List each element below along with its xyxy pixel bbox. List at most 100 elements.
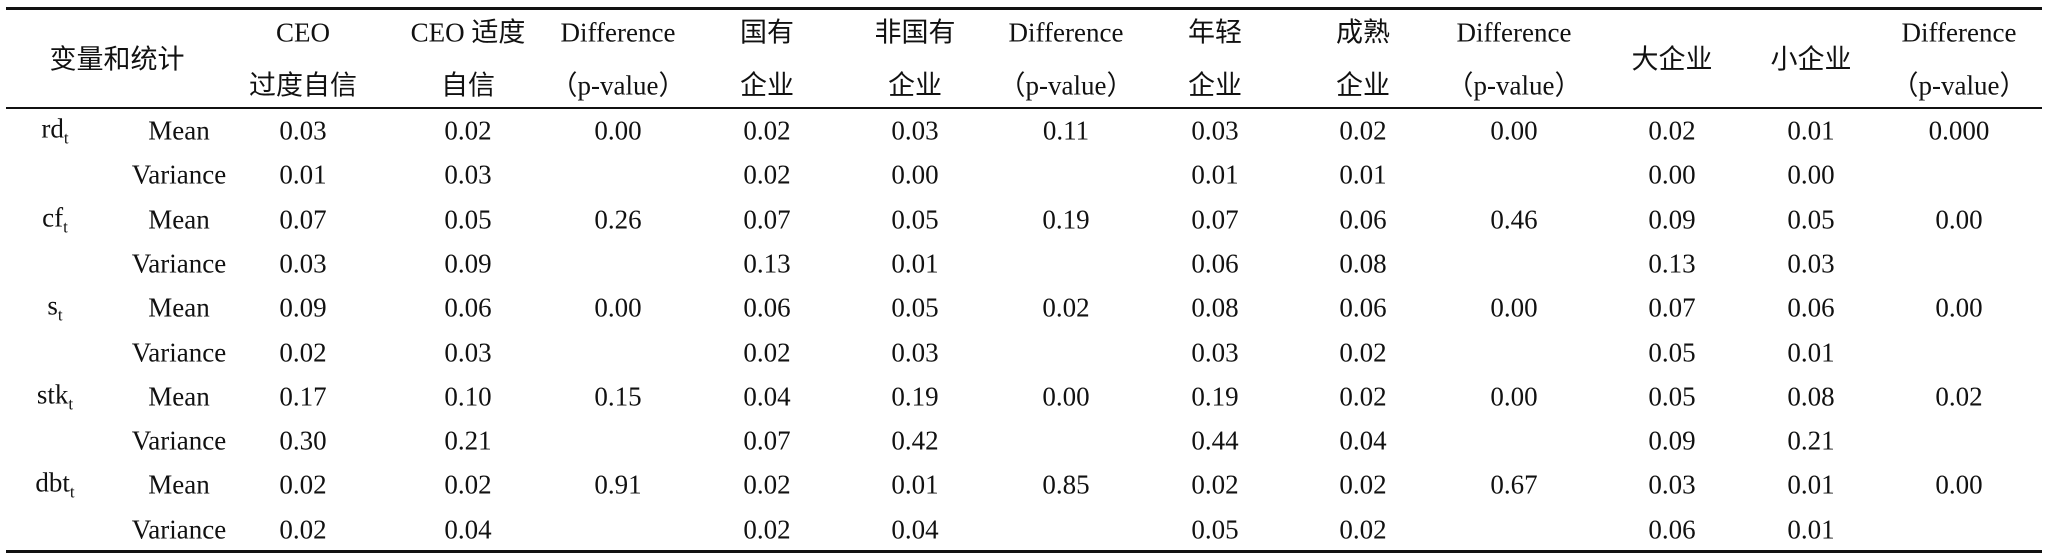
table-cell: 0.00 <box>1935 204 1983 235</box>
column-header: 过度自信 <box>249 70 357 101</box>
table-cell: 0.03 <box>1191 115 1239 146</box>
table-cell: 0.06 <box>1191 248 1239 279</box>
table-cell: 0.00 <box>1935 292 1983 323</box>
table-cell: 0.04 <box>743 381 791 412</box>
table-cell: 0.07 <box>1191 204 1239 235</box>
table-cell: 0.06 <box>444 292 492 323</box>
table-cell: 0.15 <box>594 381 642 412</box>
table-cell: 0.01 <box>1787 469 1835 500</box>
table-cell: 0.000 <box>1928 115 1990 146</box>
table-cell: 0.00 <box>1935 469 1983 500</box>
table-cell: 0.02 <box>1191 469 1239 500</box>
column-header: 小企业 <box>1770 44 1852 75</box>
table-cell: 0.02 <box>444 115 492 146</box>
table-cell: 0.19 <box>891 381 939 412</box>
table-cell: 0.02 <box>1339 337 1387 367</box>
table-cell: 0.07 <box>743 204 791 235</box>
table-cell: 0.05 <box>1648 381 1696 412</box>
variable-label: stkt <box>36 379 73 413</box>
variable-label: cft <box>42 202 68 237</box>
column-header: （p-value） <box>1891 70 2027 101</box>
table-cell: 0.26 <box>594 204 642 235</box>
column-header: 企业 <box>888 70 942 101</box>
table-cell: 0.05 <box>1191 514 1239 545</box>
table-cell: 0.02 <box>743 159 791 190</box>
table-cell: 0.07 <box>1648 292 1696 323</box>
variable-name: rd <box>41 113 64 144</box>
table-cell: 0.00 <box>594 292 642 323</box>
table-cell: 0.01 <box>891 469 939 500</box>
table-cell: 0.01 <box>1787 514 1835 545</box>
table-cell: 0.85 <box>1042 469 1090 500</box>
column-header: （p-value） <box>550 70 686 101</box>
table-cell: 0.06 <box>1339 204 1387 235</box>
table-cell: 0.01 <box>1787 337 1835 367</box>
table-cell: 0.00 <box>1042 381 1090 412</box>
table-cell: 0.02 <box>743 337 791 367</box>
variable-name: stk <box>36 379 69 410</box>
variable-subscript: t <box>63 217 68 237</box>
table-cell: 0.06 <box>743 292 791 323</box>
table-cell: 0.44 <box>1191 425 1239 456</box>
table-cell: 0.02 <box>279 337 327 367</box>
table-cell: 0.08 <box>1191 292 1239 323</box>
table-cell: 0.02 <box>743 469 791 500</box>
table-cell: 0.02 <box>444 469 492 500</box>
table-cell: 0.02 <box>743 514 791 545</box>
table-cell: 0.04 <box>444 514 492 545</box>
table-cell: 0.02 <box>1935 381 1983 412</box>
table-cell: 0.07 <box>279 204 327 235</box>
table-cell: 0.13 <box>1648 248 1696 279</box>
table-cell: 0.00 <box>1490 292 1538 323</box>
variable-subscript: t <box>63 128 69 148</box>
table-cell: 0.19 <box>1191 381 1239 412</box>
stat-label: Variance <box>131 337 227 367</box>
table-cell: 0.03 <box>1648 469 1696 500</box>
table-cell: 0.09 <box>1648 425 1696 456</box>
table-cell: 0.01 <box>1787 115 1835 146</box>
variable-label: st <box>47 292 62 324</box>
table-cell: 0.02 <box>1339 115 1387 146</box>
table-cell: 0.09 <box>279 292 327 323</box>
table-cell: 0.02 <box>1339 514 1387 545</box>
table-cell: 0.00 <box>1490 115 1538 146</box>
table-cell: 0.03 <box>444 159 492 190</box>
table-cell: 0.03 <box>279 115 327 146</box>
table-cell: 0.06 <box>1787 292 1835 323</box>
bottom-rule <box>6 550 2042 553</box>
table-cell: 0.05 <box>1787 204 1835 235</box>
table-cell: 0.46 <box>1490 204 1538 235</box>
table-cell: 0.03 <box>1191 337 1239 367</box>
stat-label: Mean <box>148 469 210 500</box>
top-rule <box>6 7 2042 10</box>
column-header: Difference <box>1456 17 1572 48</box>
table-cell: 0.02 <box>1042 292 1090 323</box>
stat-label: Mean <box>148 292 210 323</box>
column-header: 企业 <box>740 70 794 101</box>
header-rule <box>6 107 2042 109</box>
column-header: 年轻 <box>1188 17 1242 48</box>
column-header: （p-value） <box>998 70 1134 101</box>
table-cell: 0.02 <box>743 115 791 146</box>
stat-label: Mean <box>148 381 210 412</box>
table-cell: 0.03 <box>444 337 492 367</box>
table-cell: 0.01 <box>1339 159 1387 190</box>
column-header: CEO <box>276 17 330 48</box>
table-cell: 0.09 <box>1648 204 1696 235</box>
table-cell: 0.08 <box>1339 248 1387 279</box>
variable-name: dbt <box>35 467 70 498</box>
table-cell: 0.30 <box>279 425 327 456</box>
column-header: Difference <box>560 17 676 48</box>
table-cell: 0.05 <box>1648 337 1696 367</box>
variable-label: rdt <box>41 113 69 148</box>
table-cell: 0.04 <box>891 514 939 545</box>
table-cell: 0.21 <box>444 425 492 456</box>
variable-subscript: t <box>69 482 75 502</box>
variable-name: cf <box>42 202 64 233</box>
column-header: 大企业 <box>1631 44 1713 75</box>
table-cell: 0.17 <box>279 381 327 412</box>
table-cell: 0.00 <box>1648 159 1696 190</box>
stat-label: Variance <box>131 514 227 545</box>
table-cell: 0.05 <box>891 204 939 235</box>
